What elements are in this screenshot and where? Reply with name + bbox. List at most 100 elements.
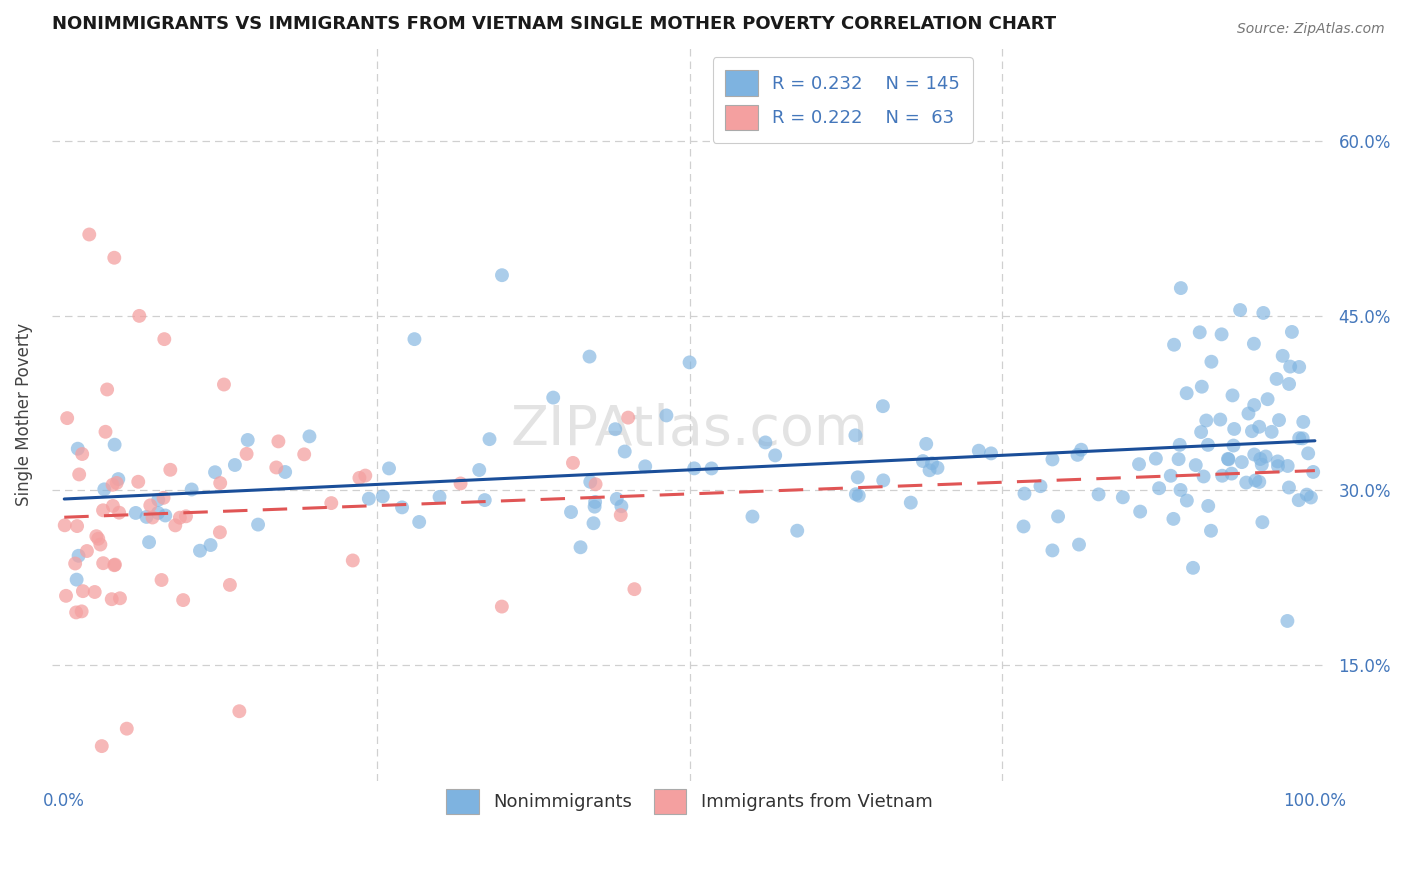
Point — [209, 476, 232, 491]
Point — [606, 491, 628, 506]
Point — [208, 525, 231, 540]
Point — [582, 516, 605, 531]
Point — [1191, 380, 1213, 394]
Point — [700, 461, 723, 475]
Point — [1243, 336, 1265, 351]
Point — [967, 443, 990, 458]
Point — [169, 510, 191, 524]
Point — [1170, 281, 1192, 295]
Point — [155, 508, 177, 523]
Point — [267, 434, 290, 449]
Point — [1277, 614, 1299, 628]
Point — [1147, 481, 1170, 495]
Point — [1067, 538, 1090, 552]
Point — [266, 460, 288, 475]
Point — [66, 442, 89, 456]
Point — [104, 558, 127, 572]
Point — [1222, 439, 1244, 453]
Point — [115, 722, 138, 736]
Point — [247, 517, 270, 532]
Point — [1129, 505, 1152, 519]
Point — [56, 411, 79, 425]
Point — [174, 509, 197, 524]
Point — [846, 470, 869, 484]
Point — [1192, 469, 1215, 483]
Point — [67, 467, 90, 482]
Point — [918, 463, 941, 477]
Point — [1070, 442, 1092, 457]
Point — [204, 465, 226, 479]
Point — [1066, 448, 1088, 462]
Point — [274, 465, 297, 479]
Point — [560, 505, 582, 519]
Point — [70, 447, 93, 461]
Point — [408, 515, 430, 529]
Point — [150, 573, 173, 587]
Point — [200, 538, 222, 552]
Point — [1220, 467, 1243, 481]
Point — [146, 506, 169, 520]
Point — [1234, 475, 1257, 490]
Point — [915, 437, 938, 451]
Point — [86, 529, 108, 543]
Point — [55, 589, 77, 603]
Point — [212, 377, 235, 392]
Point — [103, 558, 125, 573]
Point — [754, 435, 776, 450]
Point — [321, 496, 343, 510]
Point — [138, 535, 160, 549]
Point — [103, 251, 125, 265]
Point — [83, 585, 105, 599]
Point — [1249, 452, 1271, 467]
Point — [1222, 388, 1244, 402]
Point — [107, 472, 129, 486]
Point — [1195, 413, 1218, 427]
Text: ZIPAtlas.com: ZIPAtlas.com — [510, 402, 869, 457]
Point — [1087, 487, 1109, 501]
Legend: Nonimmigrants, Immigrants from Vietnam: Nonimmigrants, Immigrants from Vietnam — [434, 776, 945, 827]
Point — [911, 454, 934, 468]
Point — [1209, 412, 1232, 426]
Point — [763, 449, 786, 463]
Point — [105, 475, 128, 490]
Point — [298, 429, 321, 443]
Point — [1267, 459, 1289, 474]
Point — [235, 447, 257, 461]
Point — [1253, 306, 1275, 320]
Point — [613, 444, 636, 458]
Point — [1014, 486, 1036, 500]
Point — [1175, 493, 1198, 508]
Point — [70, 604, 93, 618]
Point — [224, 458, 246, 472]
Point — [219, 578, 242, 592]
Point — [583, 500, 606, 514]
Point — [349, 471, 371, 485]
Point — [900, 495, 922, 509]
Point — [1012, 519, 1035, 533]
Point — [1029, 479, 1052, 493]
Point — [94, 425, 117, 439]
Point — [1257, 392, 1279, 407]
Point — [101, 499, 124, 513]
Point — [921, 456, 943, 470]
Point — [1211, 327, 1233, 342]
Point — [1250, 458, 1272, 472]
Point — [1254, 450, 1277, 464]
Point — [1168, 438, 1191, 452]
Point — [1271, 349, 1294, 363]
Point — [1201, 355, 1223, 369]
Point — [1288, 431, 1310, 445]
Point — [404, 332, 426, 346]
Point — [342, 553, 364, 567]
Point — [1184, 458, 1206, 472]
Point — [1167, 452, 1189, 467]
Point — [1160, 468, 1182, 483]
Point — [927, 460, 949, 475]
Point — [491, 268, 513, 283]
Point — [1197, 438, 1219, 452]
Point — [148, 492, 170, 507]
Point — [100, 592, 122, 607]
Point — [91, 556, 114, 570]
Point — [634, 459, 657, 474]
Point — [90, 739, 112, 753]
